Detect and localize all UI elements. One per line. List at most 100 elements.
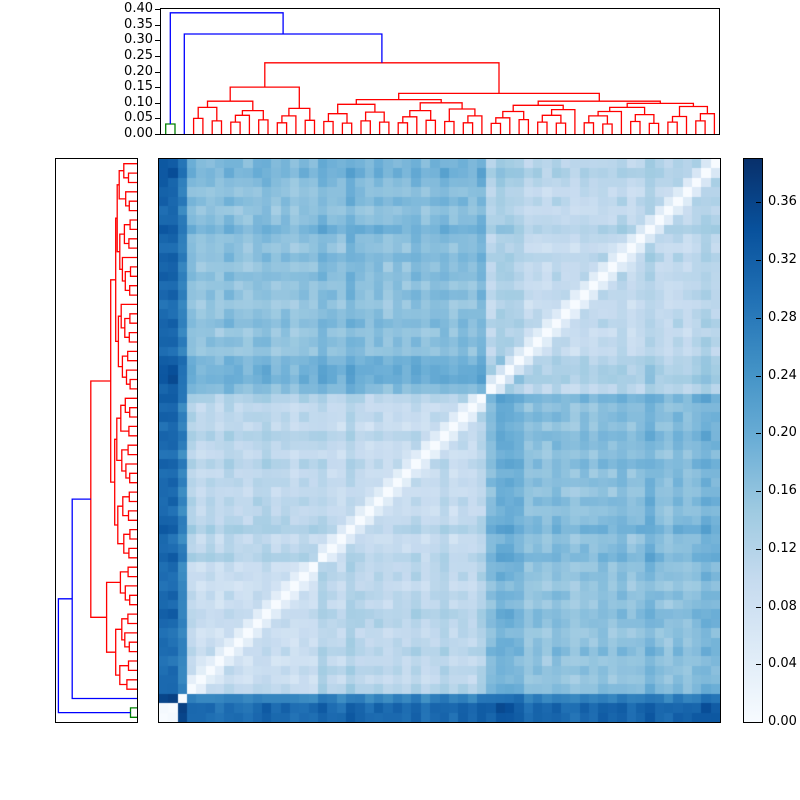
dendrogram-link xyxy=(169,12,284,124)
dendrogram-link xyxy=(206,100,254,111)
dendrogram-link xyxy=(537,121,548,134)
dendrogram-link xyxy=(57,598,131,714)
dendrogram-link xyxy=(128,425,137,437)
top-dendrogram-ytick-label: 0.40 xyxy=(124,1,153,16)
dendrogram-link xyxy=(129,472,137,484)
tick-mark xyxy=(155,102,160,104)
colorbar-tick-label: 0.00 xyxy=(768,714,797,729)
dendrogram-link xyxy=(125,191,137,207)
colorbar-tick-mark xyxy=(756,606,761,608)
tick-mark xyxy=(155,87,160,89)
top-dendrogram-ytick-label: 0.35 xyxy=(124,16,153,32)
top-dendrogram-ytick-label: 0.00 xyxy=(124,126,153,141)
colorbar-tick-mark xyxy=(756,317,761,319)
dendrogram-link xyxy=(126,679,137,690)
dendrogram-link xyxy=(281,115,297,134)
colorbar-tick-label: 0.24 xyxy=(768,367,797,383)
colorbar xyxy=(743,158,763,723)
dendrogram-link xyxy=(120,303,137,329)
dendrogram-link xyxy=(127,444,137,456)
dendrogram-link xyxy=(355,98,442,105)
colorbar-tick-mark xyxy=(756,433,761,435)
colorbar-tick-mark xyxy=(756,664,761,666)
dendrogram-link xyxy=(128,200,137,212)
dendrogram-link xyxy=(444,120,455,134)
dendrogram-link xyxy=(125,369,137,385)
colorbar-tick-label: 0.12 xyxy=(768,540,797,556)
dendrogram-link xyxy=(127,172,137,184)
dendrogram-link xyxy=(105,581,121,653)
tick-mark xyxy=(155,134,160,135)
colorbar-tick-label: 0.36 xyxy=(768,194,797,210)
dendrogram-link xyxy=(518,118,530,134)
tick-mark xyxy=(155,55,160,57)
dendrogram-link xyxy=(512,104,564,112)
dendrogram-link xyxy=(667,121,678,134)
dendrogram-link xyxy=(124,632,137,648)
dendrogram-link xyxy=(128,491,137,503)
dendrogram-link xyxy=(467,115,483,134)
dendrogram-link xyxy=(124,397,137,414)
dendrogram-link xyxy=(129,266,137,277)
colorbar-tick-label: 0.16 xyxy=(768,483,797,499)
dendrogram-link xyxy=(128,641,137,653)
dendrogram-link xyxy=(119,665,129,686)
dendrogram-link xyxy=(118,170,126,200)
heatmap-canvas xyxy=(159,159,720,722)
dendrogram-link xyxy=(116,417,122,462)
dendrogram-link xyxy=(490,122,502,134)
dendrogram-link xyxy=(402,116,418,134)
dendrogram-link xyxy=(127,613,137,625)
dendrogram-link xyxy=(127,566,137,578)
dendrogram-link xyxy=(129,313,137,324)
dendrogram-link xyxy=(409,109,432,121)
colorbar-tick-label: 0.04 xyxy=(768,656,797,672)
dendrogram-link xyxy=(630,120,641,134)
dendrogram-link xyxy=(119,571,129,594)
dendrogram-link xyxy=(234,114,251,134)
top-dendrogram-ytick-label: 0.30 xyxy=(124,32,153,48)
heatmap-panel xyxy=(158,158,721,723)
dendrogram-link xyxy=(90,380,111,618)
dendrogram-link xyxy=(699,113,716,134)
colorbar-tick-label: 0.28 xyxy=(768,309,797,325)
tick-mark xyxy=(155,24,160,26)
dendrogram-link xyxy=(129,528,137,540)
colorbar-tick-mark xyxy=(756,375,761,377)
dendrogram-link xyxy=(129,285,137,296)
dendrogram-link xyxy=(129,594,137,606)
dendrogram-link xyxy=(192,117,204,134)
dendrogram-link xyxy=(602,123,613,134)
dendrogram-link xyxy=(425,119,437,134)
dendrogram-link xyxy=(128,238,137,249)
tick-mark xyxy=(155,71,160,73)
left-dendrogram xyxy=(57,163,137,718)
dendrogram-link xyxy=(121,449,129,472)
top-dendrogram-panel xyxy=(160,8,720,135)
dendrogram-link xyxy=(128,547,137,559)
dendrogram-link xyxy=(671,115,688,134)
dendrogram-link xyxy=(129,378,137,390)
dendrogram-link xyxy=(127,660,137,672)
colorbar-tick-label: 0.32 xyxy=(768,252,797,268)
dendrogram-link xyxy=(125,463,137,479)
dendrogram-link xyxy=(678,105,709,117)
dendrogram-link xyxy=(360,120,371,134)
dendrogram-link xyxy=(378,121,390,134)
dendrogram-link xyxy=(341,122,353,134)
top-dendrogram-ytick-label: 0.20 xyxy=(124,63,153,79)
dendrogram-link xyxy=(129,407,137,418)
dendrogram-link xyxy=(115,628,122,676)
dendrogram-link xyxy=(597,110,623,134)
colorbar-tick-mark xyxy=(756,722,761,723)
tick-mark xyxy=(155,9,160,10)
dendrogram-link xyxy=(288,107,311,121)
dendrogram-link xyxy=(183,33,383,134)
dendrogram-link xyxy=(230,121,241,134)
dendrogram-link xyxy=(129,219,137,231)
dendrogram-link xyxy=(121,256,137,282)
colorbar-tick-label: 0.08 xyxy=(768,598,797,614)
dendrogram-link xyxy=(695,120,706,134)
dendrogram-link xyxy=(71,498,137,700)
